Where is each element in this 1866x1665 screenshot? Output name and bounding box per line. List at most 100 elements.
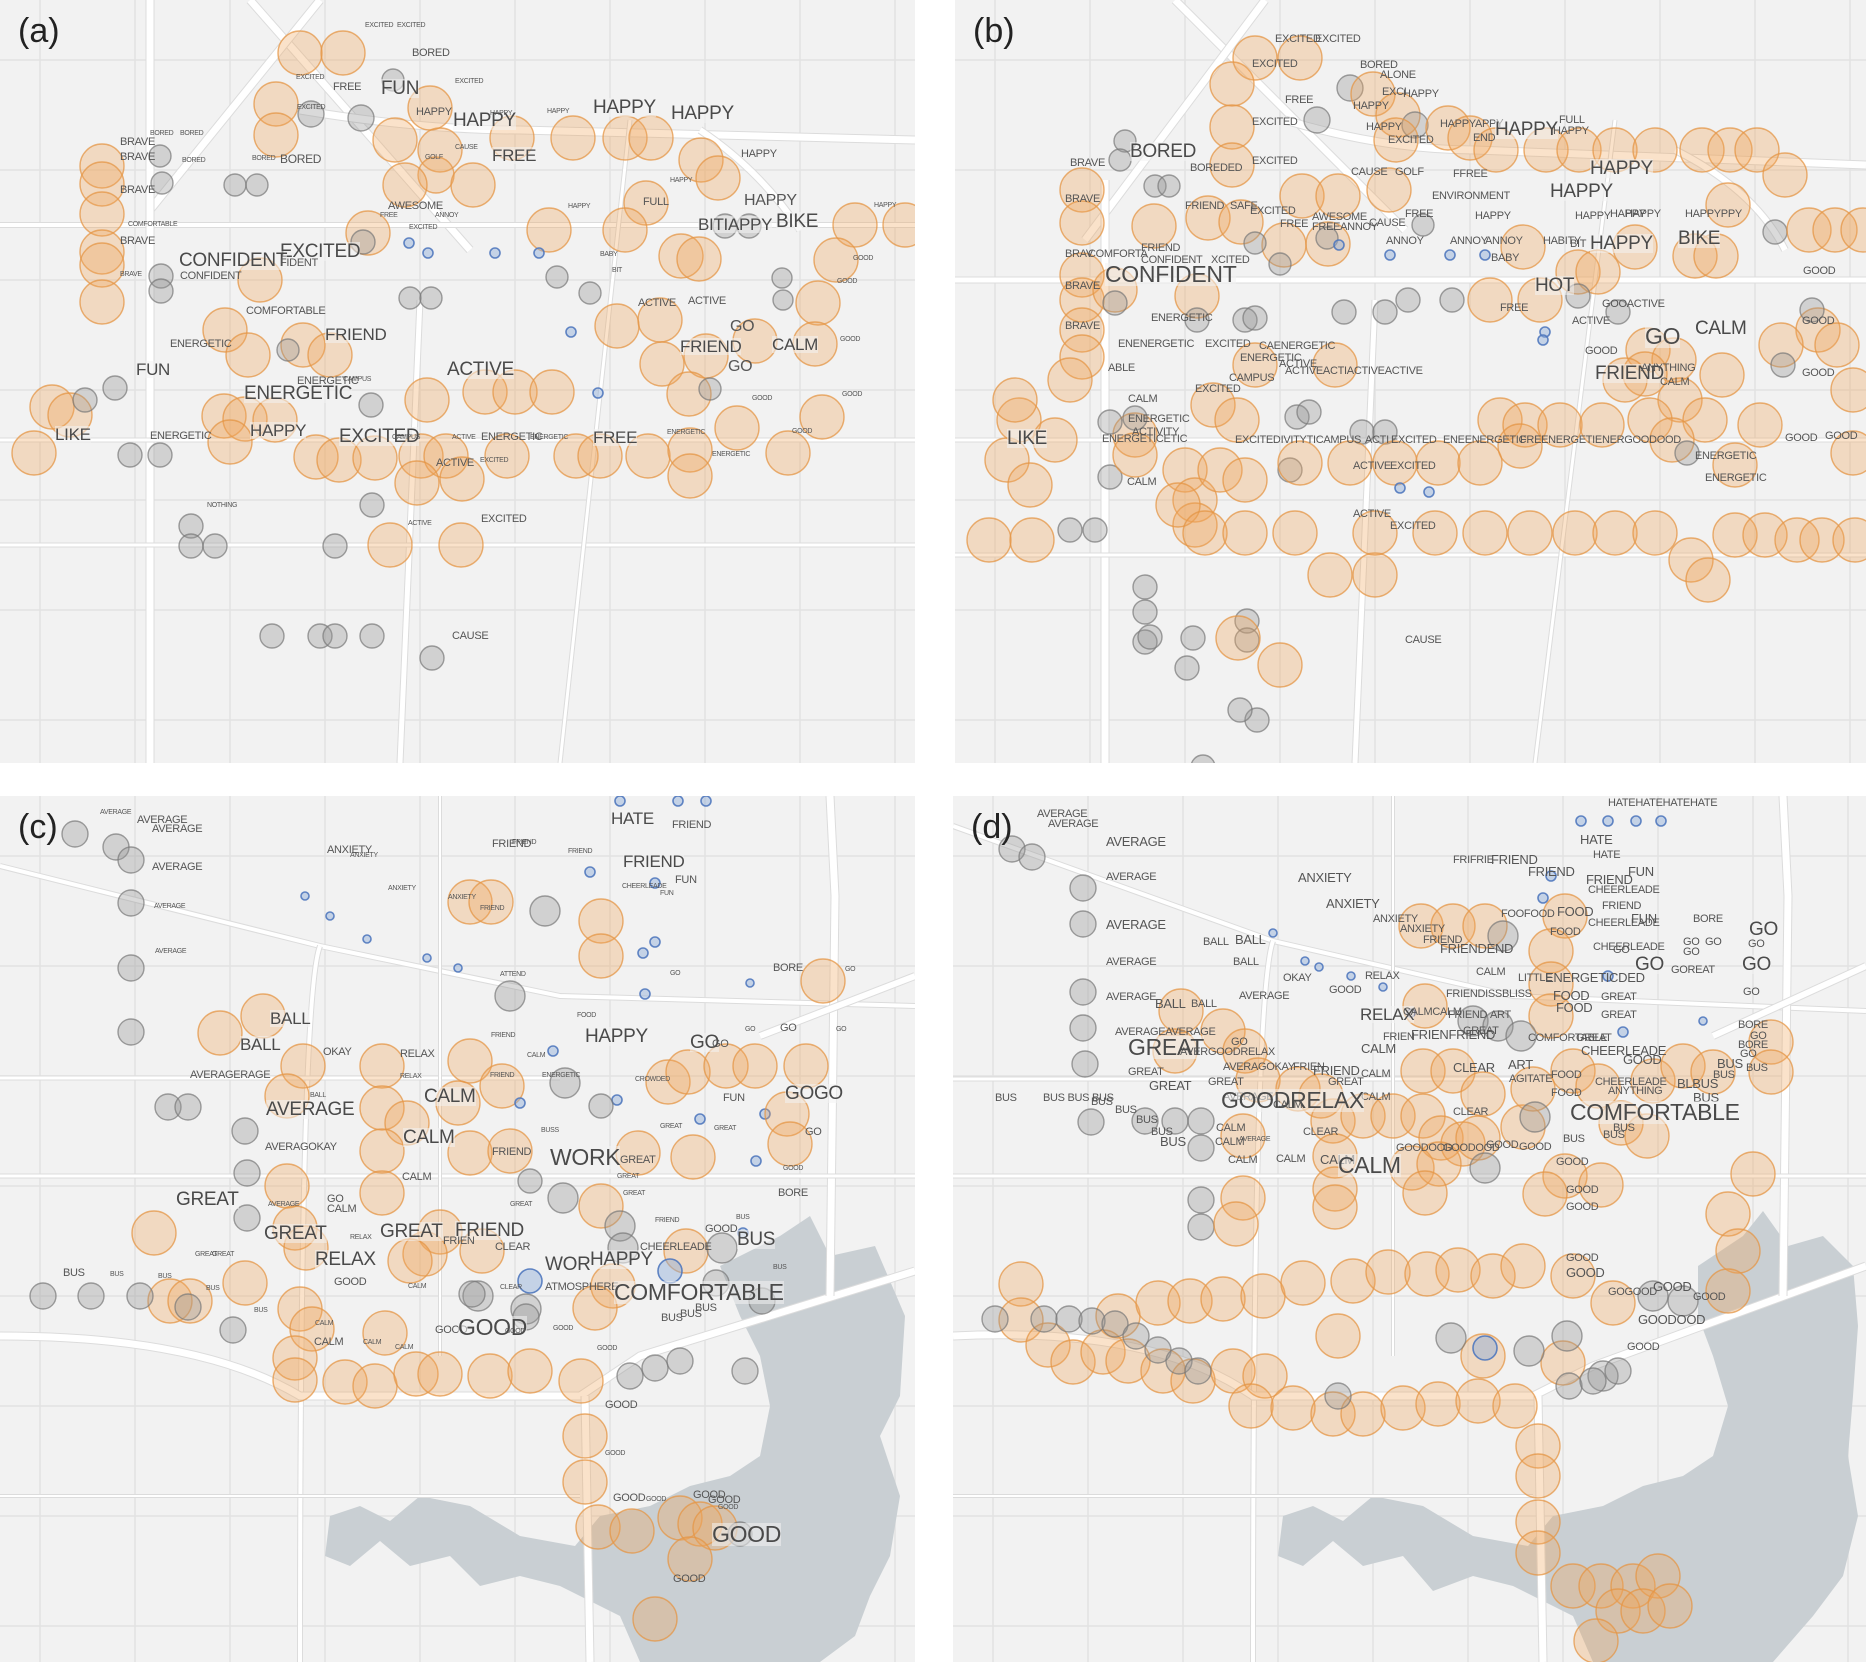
positive-sentiment-marker (1462, 903, 1508, 949)
positive-sentiment-marker (1430, 903, 1476, 949)
word-label: GREAT (1576, 1031, 1612, 1044)
word-label: GO (1705, 935, 1722, 948)
negative-sentiment-marker (547, 1045, 559, 1057)
positive-sentiment-marker (484, 433, 530, 479)
word-label: CAUSE (1369, 216, 1406, 229)
word-label: HAPPY (547, 108, 570, 116)
word-label: FREENERGETIENERGOODOOD (1520, 433, 1681, 446)
positive-sentiment-marker (1404, 1251, 1450, 1297)
neutral-sentiment-marker (148, 278, 174, 304)
positive-sentiment-marker (1699, 352, 1745, 398)
neutral-sentiment-marker (731, 1357, 759, 1385)
road (1352, 299, 1378, 763)
neutral-sentiment-marker (1069, 978, 1097, 1006)
neutral-sentiment-marker (233, 1204, 261, 1232)
neutral-sentiment-marker (148, 263, 174, 289)
neutral-sentiment-marker (1551, 1320, 1583, 1352)
word-label: ANYTHING (1608, 1084, 1663, 1097)
word-label: COMFORTABLE (1570, 1099, 1740, 1126)
neutral-sentiment-marker (1122, 405, 1148, 431)
positive-sentiment-marker (1375, 92, 1421, 138)
positive-sentiment-marker (1402, 1170, 1448, 1216)
word-label: RELAX (315, 1248, 376, 1270)
word-label: FRIEND (623, 851, 685, 871)
word-label: CLEAR (500, 1284, 522, 1292)
road (1673, 147, 1788, 252)
word-label: GO (845, 966, 856, 974)
negative-sentiment-marker (300, 891, 310, 901)
word-label: ENERGETIC (1705, 471, 1767, 484)
negative-sentiment-marker (1268, 928, 1278, 938)
map-panel-a: EXCITED EXCITED BORED EXCITED FREE FUN EXCITED… (0, 0, 915, 763)
word-label: GOOD (505, 1328, 526, 1336)
positive-sentiment-marker (1632, 510, 1678, 556)
word-label: HAPPY (453, 109, 516, 131)
word-label: GOODOOD (1396, 1141, 1453, 1154)
neutral-sentiment-marker (1401, 111, 1429, 139)
word-label: BIKE (1678, 227, 1721, 249)
word-label: HAPPY (568, 203, 591, 211)
neutral-sentiment-marker (1097, 464, 1123, 490)
positive-sentiment-marker (1312, 1166, 1358, 1212)
word-label: BUS (1563, 1132, 1585, 1145)
word-label: GOOD (1566, 1200, 1599, 1213)
positive-sentiment-marker (467, 1353, 513, 1399)
neutral-sentiment-marker (77, 1282, 105, 1310)
word-label: WORK (550, 1144, 621, 1171)
word-label: GOOD (1566, 1183, 1599, 1196)
word-label: HATE (611, 808, 654, 828)
word-label: BUS (661, 1311, 683, 1324)
word-label: GOOD (840, 336, 861, 344)
negative-sentiment-marker (1472, 1335, 1498, 1361)
negative-sentiment-marker (1394, 482, 1406, 494)
negative-sentiment-marker (592, 387, 604, 399)
neutral-sentiment-marker (259, 623, 285, 649)
word-label: COMFORTABLE (614, 1279, 784, 1306)
word-label: BUS (680, 1307, 702, 1320)
word-label: CALM (1216, 1121, 1246, 1134)
positive-sentiment-marker (1167, 1278, 1213, 1324)
positive-sentiment-marker (1705, 1268, 1751, 1314)
word-label: ENERGETIC (150, 429, 212, 442)
word-label: FRIEND (672, 818, 712, 831)
negative-sentiment-marker (1300, 956, 1310, 966)
negative-sentiment-marker (1698, 1016, 1708, 1026)
positive-sentiment-marker (1497, 423, 1543, 469)
word-label: HAPPY (670, 177, 693, 185)
positive-sentiment-marker (1500, 224, 1546, 270)
word-label: GREAT (617, 1173, 640, 1181)
word-label: CLEAR (495, 1240, 531, 1253)
neutral-sentiment-marker (1187, 1107, 1215, 1135)
neutral-sentiment-marker (202, 533, 228, 559)
word-label: FOOD (577, 1012, 597, 1020)
word-label: FRIEND (1491, 851, 1538, 867)
word-label: GOOD (1653, 1278, 1692, 1294)
neutral-sentiment-marker (398, 286, 422, 310)
positive-sentiment-marker (1462, 510, 1508, 556)
word-label: FREE (380, 212, 398, 220)
word-label: GO (728, 358, 753, 376)
neutral-sentiment-marker (1078, 1307, 1106, 1335)
word-label: LITTLE (1518, 971, 1553, 984)
word-label: FRIEND (1448, 1008, 1488, 1021)
word-label: GO (690, 1031, 719, 1053)
positive-sentiment-marker (1635, 1553, 1681, 1599)
word-label: EXCITED (280, 240, 361, 262)
neutral-sentiment-marker (1667, 1285, 1699, 1317)
positive-sentiment-marker (594, 303, 640, 349)
neutral-sentiment-marker (1482, 1010, 1514, 1042)
positive-sentiment-marker (558, 1358, 604, 1404)
positive-sentiment-marker (289, 1306, 335, 1352)
road (1251, 940, 1275, 1662)
word-label: RELAX (350, 1234, 372, 1242)
positive-sentiment-marker (1059, 334, 1105, 380)
word-label: GOODOOD (1638, 1311, 1706, 1327)
word-label: GOODRELAX (1221, 1087, 1365, 1114)
word-label: BALL (1233, 955, 1259, 968)
positive-sentiment-marker (394, 460, 440, 506)
positive-sentiment-marker (439, 456, 485, 502)
word-label: GREAT (380, 1220, 443, 1242)
word-label: ENERGETIC (170, 337, 232, 350)
word-label: CAMPUS (1229, 371, 1275, 384)
neutral-sentiment-marker (578, 281, 602, 305)
